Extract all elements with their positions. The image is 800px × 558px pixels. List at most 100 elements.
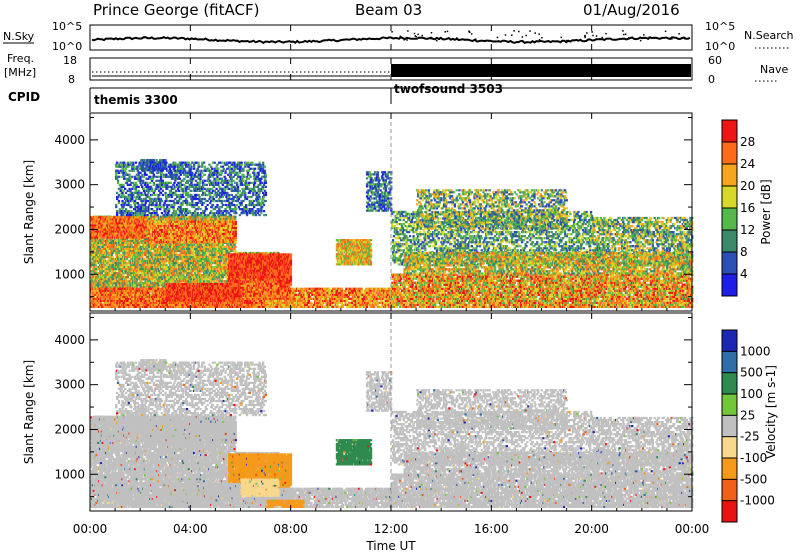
power-cell: [153, 184, 155, 186]
power-cell: [234, 246, 236, 248]
power-cell: [191, 200, 193, 202]
nsearch-point: [475, 38, 477, 40]
power-cell: [142, 180, 144, 182]
power-cell: [129, 176, 131, 178]
power-cell: [198, 184, 200, 186]
power-cell: [198, 170, 200, 172]
power-cell: [128, 196, 130, 198]
power-cell: [162, 180, 164, 182]
power-cell: [173, 188, 175, 190]
power-cell: [160, 174, 162, 176]
power-cell: [220, 223, 222, 225]
power-cell: [177, 202, 179, 204]
nsearch-point: [430, 38, 432, 40]
power-cell: [115, 206, 117, 208]
power-cell: [204, 180, 206, 182]
power-cell: [148, 190, 150, 192]
power-cell: [177, 164, 179, 166]
power-cell: [193, 166, 195, 168]
power-cell: [138, 244, 140, 246]
power-cell: [144, 234, 146, 236]
power-cell: [144, 172, 146, 174]
power-cell: [165, 174, 167, 176]
power-cell: [155, 204, 157, 206]
power-cell: [181, 204, 183, 206]
power-cell: [188, 188, 190, 190]
power-cell: [194, 214, 196, 216]
power-cell: [159, 208, 161, 210]
power-cell: [129, 170, 131, 172]
power-cell: [142, 194, 144, 196]
power-cell: [185, 190, 187, 192]
power-cell: [124, 164, 126, 166]
power-cell: [149, 250, 151, 252]
power-cell: [187, 182, 189, 184]
power-cell: [235, 229, 237, 231]
power-cell: [146, 194, 148, 196]
nsearch-point: [538, 33, 540, 35]
power-cell: [187, 192, 189, 194]
power-cell: [204, 214, 206, 216]
power-cell: [137, 206, 139, 208]
power-cell: [159, 204, 161, 206]
power-cell: [122, 206, 124, 208]
power-cell: [134, 200, 136, 202]
power-cell: [197, 202, 199, 204]
power-cell: [171, 186, 173, 188]
power-cell: [200, 200, 202, 202]
power-cell: [233, 244, 235, 246]
power-cell: [204, 174, 206, 176]
power-cell: [132, 162, 134, 164]
power-cell: [135, 188, 137, 190]
nsearch-point: [518, 31, 520, 33]
power-cell: [199, 174, 201, 176]
power-cell: [123, 176, 125, 178]
power-cell: [131, 224, 133, 226]
power-cell: [141, 186, 143, 188]
power-cell: [161, 172, 163, 174]
power-cell: [144, 230, 146, 232]
power-cell: [175, 212, 177, 214]
nsearch-point: [678, 33, 680, 35]
power-cell: [128, 166, 130, 168]
nsky-label: N.Sky: [3, 30, 35, 43]
nsearch-point: [584, 37, 586, 39]
nsearch-point: [468, 31, 470, 33]
power-cell: [161, 200, 163, 202]
nsearch-point: [522, 36, 524, 38]
freq-unit-label: [MHz]: [4, 66, 36, 79]
power-cell: [186, 186, 188, 188]
power-cell: [168, 214, 170, 216]
power-cell: [155, 202, 157, 204]
power-cell: [175, 186, 177, 188]
power-cell: [155, 246, 157, 248]
nsearch-point: [534, 32, 536, 34]
power-cell: [125, 208, 127, 210]
power-cell: [170, 170, 172, 172]
power-cell: [199, 182, 201, 184]
power-cell: [127, 200, 129, 202]
power-cell: [166, 188, 168, 190]
power-cell: [136, 184, 138, 186]
power-cell: [222, 244, 224, 246]
nsearch-point: [605, 33, 607, 35]
power-cell: [121, 210, 123, 212]
nsearch-point: [447, 31, 449, 33]
power-cell: [138, 204, 140, 206]
power-cell: [130, 244, 132, 246]
power-cell: [169, 246, 171, 248]
power-cell: [139, 172, 141, 174]
power-cell: [165, 198, 167, 200]
power-cell: [182, 196, 184, 198]
nsearch-point: [684, 38, 686, 40]
power-cell: [166, 206, 168, 208]
power-cell: [151, 188, 153, 190]
power-cell: [127, 242, 129, 244]
power-cell: [131, 176, 133, 178]
power-cell: [188, 166, 190, 168]
power-cell: [178, 176, 180, 178]
power-cell: [153, 174, 155, 176]
power-cell: [199, 178, 201, 180]
power-cell: [129, 164, 131, 166]
power-cell: [125, 172, 127, 174]
